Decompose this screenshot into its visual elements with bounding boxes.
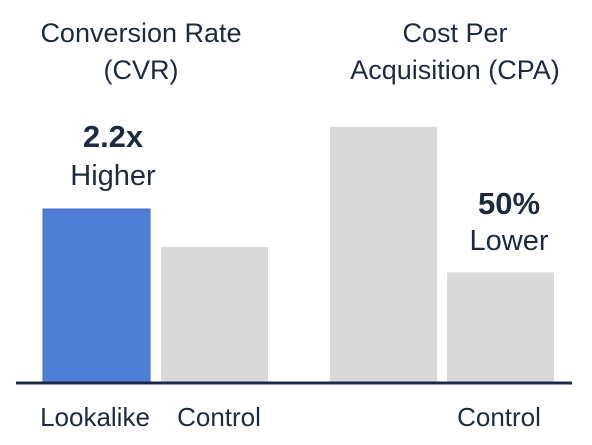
bar xyxy=(447,272,554,382)
chart-title-line: Conversion Rate xyxy=(40,18,241,48)
bar xyxy=(42,208,151,383)
callout-label: Higher xyxy=(70,160,156,192)
callout-value: 2.2x xyxy=(83,119,144,154)
category-label: Lookalike xyxy=(40,402,150,432)
chart-title-line: Cost Per xyxy=(402,18,507,48)
category-label: Control xyxy=(177,402,261,432)
bar xyxy=(330,127,437,382)
callout-label: Lower xyxy=(470,225,549,257)
category-label: Control xyxy=(457,402,541,432)
chart-title-line: (CVR) xyxy=(104,55,179,85)
callout-value: 50% xyxy=(478,186,540,221)
chart-marks: Conversion Rate (CVR) Lookalike Control 2.2x… xyxy=(40,18,560,432)
chart-title-line: Acquisition (CPA) xyxy=(350,55,560,85)
bar xyxy=(161,247,268,382)
